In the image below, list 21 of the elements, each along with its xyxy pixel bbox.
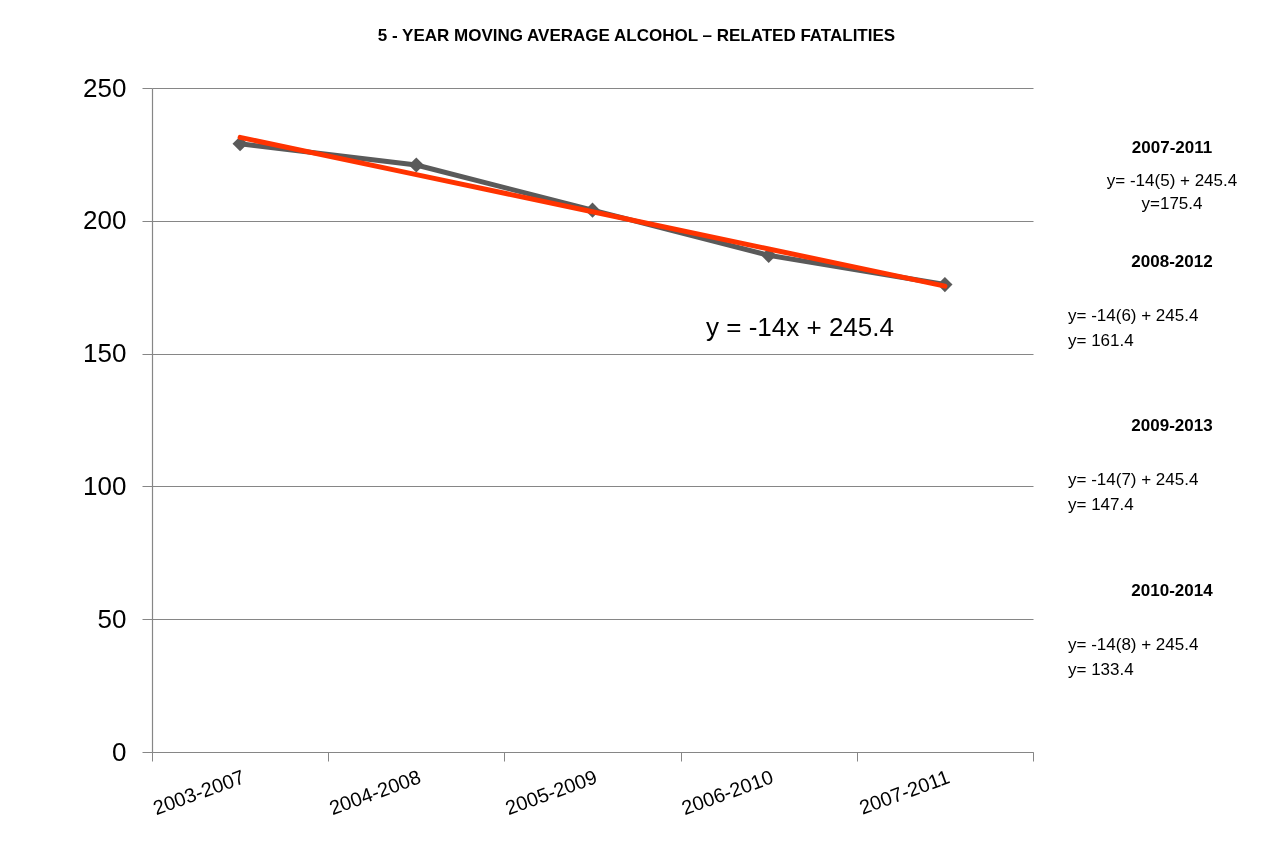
text: y= 161.4 — [1068, 331, 1134, 350]
y-tick-label: 200 — [83, 205, 127, 236]
text: y= -14(8) + 245.4 — [1068, 635, 1199, 654]
text: 2010-2014 — [1131, 581, 1214, 600]
text: 2007-2011 — [1131, 138, 1213, 157]
chart-title: 5 - YEAR MOVING AVERAGE ALCOHOL – RELATED FATALITIES — [377, 26, 896, 45]
text: y= -14(5) + 245.4 — [1106, 171, 1238, 190]
text: y= 133.4 — [1068, 660, 1134, 679]
text: y= 147.4 — [1068, 495, 1134, 514]
text: y= -14(6) + 245.4 — [1068, 306, 1199, 325]
y-tick-label: 100 — [83, 470, 127, 501]
point — [408, 157, 424, 173]
y-tick-label: 50 — [97, 603, 127, 634]
y-tick-label: 0 — [112, 736, 127, 767]
text: y= -14(7) + 245.4 — [1068, 470, 1199, 489]
text: y=175.4 — [1141, 194, 1203, 213]
y-tick-label: 250 — [83, 72, 127, 103]
annotation: y = -14x + 245.4 — [706, 312, 894, 342]
text: 2008-2012 — [1131, 252, 1213, 271]
y-tick-label: 150 — [83, 338, 127, 369]
text: 2009-2013 — [1131, 416, 1213, 435]
